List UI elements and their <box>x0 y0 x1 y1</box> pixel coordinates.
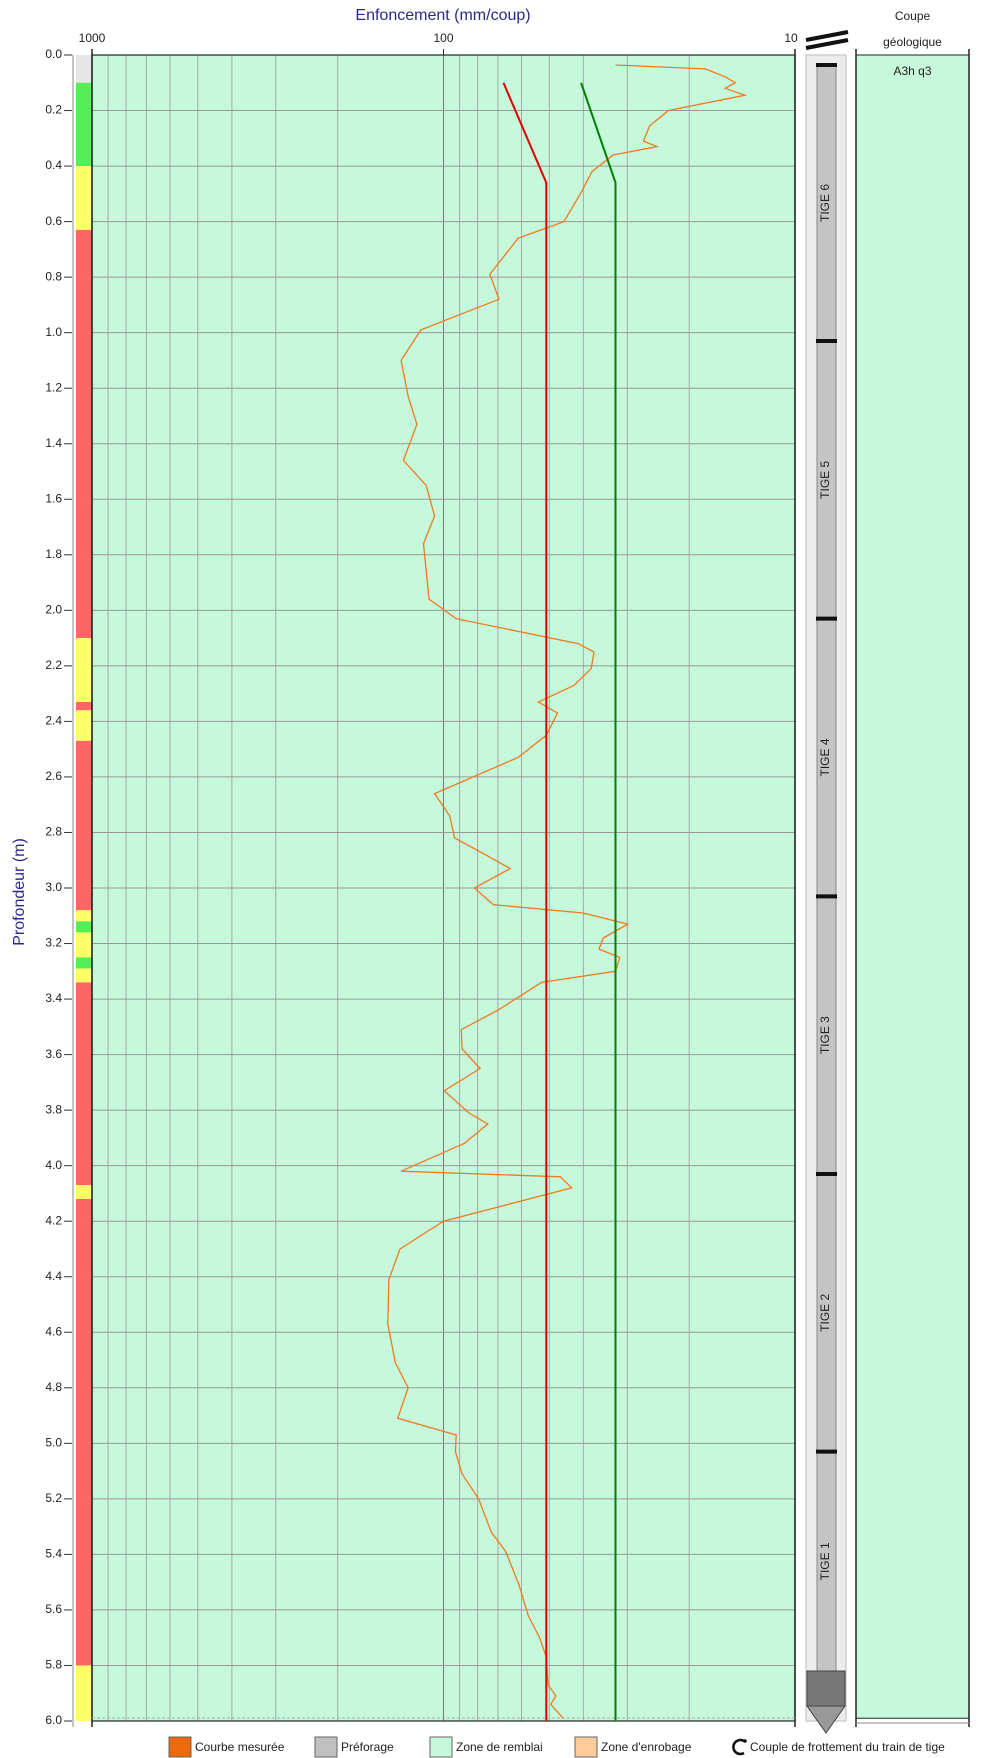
geology-header: géologique <box>883 35 942 49</box>
quality-zone <box>76 910 92 922</box>
y-tick-label: 5.2 <box>45 1491 62 1505</box>
y-tick-label: 0.2 <box>45 103 62 117</box>
legend-icon <box>732 1738 745 1756</box>
quality-zone <box>76 166 92 230</box>
y-tick-label: 5.6 <box>45 1602 62 1616</box>
geology-header: Coupe <box>895 9 931 23</box>
y-tick-label: 4.6 <box>45 1324 62 1338</box>
quality-zone <box>76 55 92 83</box>
quality-zone <box>76 740 92 911</box>
y-tick-label: 4.0 <box>45 1158 62 1172</box>
y-tick-label: 4.8 <box>45 1380 62 1394</box>
y-tick-label: 5.4 <box>45 1547 62 1561</box>
y-tick-label: 5.8 <box>45 1658 62 1672</box>
legend-icon <box>743 1739 747 1743</box>
rod-label: TIGE 5 <box>818 461 832 499</box>
y-tick-label: 3.2 <box>45 936 62 950</box>
quality-zone <box>76 1185 92 1199</box>
y-tick-label: 4.4 <box>45 1269 62 1283</box>
rod-label: TIGE 1 <box>818 1542 832 1580</box>
quality-zone <box>76 701 92 711</box>
y-tick-label: 5.0 <box>45 1436 62 1450</box>
quality-zone <box>76 932 92 958</box>
quality-zone <box>76 968 92 983</box>
y-tick-label: 3.6 <box>45 1047 62 1061</box>
legend-swatch <box>168 1736 192 1758</box>
rod-label: TIGE 2 <box>818 1294 832 1332</box>
y-tick-label: 1.0 <box>45 325 62 339</box>
measured-curve <box>387 64 748 1719</box>
reference-line <box>502 82 548 1721</box>
quality-zone <box>76 82 92 167</box>
legend-swatch <box>314 1736 338 1758</box>
geology-label: A3h q3 <box>893 64 931 78</box>
rod-label: TIGE 4 <box>818 738 832 776</box>
y-tick-label: 6.0 <box>45 1713 62 1727</box>
legend-label: Couple de frottement du train de tige <box>750 1740 945 1754</box>
y-tick-label: 2.8 <box>45 825 62 839</box>
y-tick-label: 3.0 <box>45 880 62 894</box>
y-tick-label: 1.2 <box>45 380 62 394</box>
chart-title: Enfoncement (mm/coup) <box>355 7 530 24</box>
y-tick-label: 0.4 <box>45 158 62 172</box>
y-tick-label: 2.2 <box>45 658 62 672</box>
y-tick-label: 4.2 <box>45 1213 62 1227</box>
y-tick-label: 2.4 <box>45 714 62 728</box>
legend-label: Préforage <box>341 1740 394 1754</box>
rod-tip <box>806 1670 846 1707</box>
legend-swatch <box>429 1736 453 1758</box>
y-tick-label: 1.4 <box>45 436 62 450</box>
x-tick-label: 10 <box>784 31 798 45</box>
y-axis-label: Profondeur (m) <box>11 838 28 946</box>
reference-line <box>580 82 617 1721</box>
x-tick-label: 100 <box>433 31 453 45</box>
x-tick-label: 1000 <box>79 31 106 45</box>
y-tick-label: 0.6 <box>45 214 62 228</box>
quality-zone <box>76 1198 92 1666</box>
y-tick-label: 2.0 <box>45 603 62 617</box>
quality-zone <box>76 921 92 933</box>
rod-label: TIGE 6 <box>818 184 832 222</box>
quality-zone <box>76 638 92 702</box>
quality-zone <box>76 710 92 741</box>
y-tick-label: 1.6 <box>45 491 62 505</box>
y-tick-label: 2.6 <box>45 769 62 783</box>
geology-layer <box>855 54 970 1719</box>
quality-zone <box>76 229 92 639</box>
y-tick-label: 1.8 <box>45 547 62 561</box>
legend-label: Zone de remblai <box>456 1740 543 1754</box>
legend-swatch <box>574 1736 598 1758</box>
rod-label: TIGE 3 <box>818 1016 832 1054</box>
y-tick-label: 3.8 <box>45 1102 62 1116</box>
break-mark <box>805 30 849 42</box>
quality-zone <box>76 1665 92 1721</box>
break-mark <box>805 38 849 50</box>
legend-label: Courbe mesurée <box>195 1740 285 1754</box>
legend-label: Zone d'enrobage <box>601 1740 692 1754</box>
quality-zone <box>76 982 92 1186</box>
rod-tip-cone <box>806 1705 846 1734</box>
y-tick-label: 3.4 <box>45 991 62 1005</box>
y-tick-label: 0.0 <box>45 47 62 61</box>
y-tick-label: 0.8 <box>45 269 62 283</box>
quality-zone <box>76 957 92 969</box>
